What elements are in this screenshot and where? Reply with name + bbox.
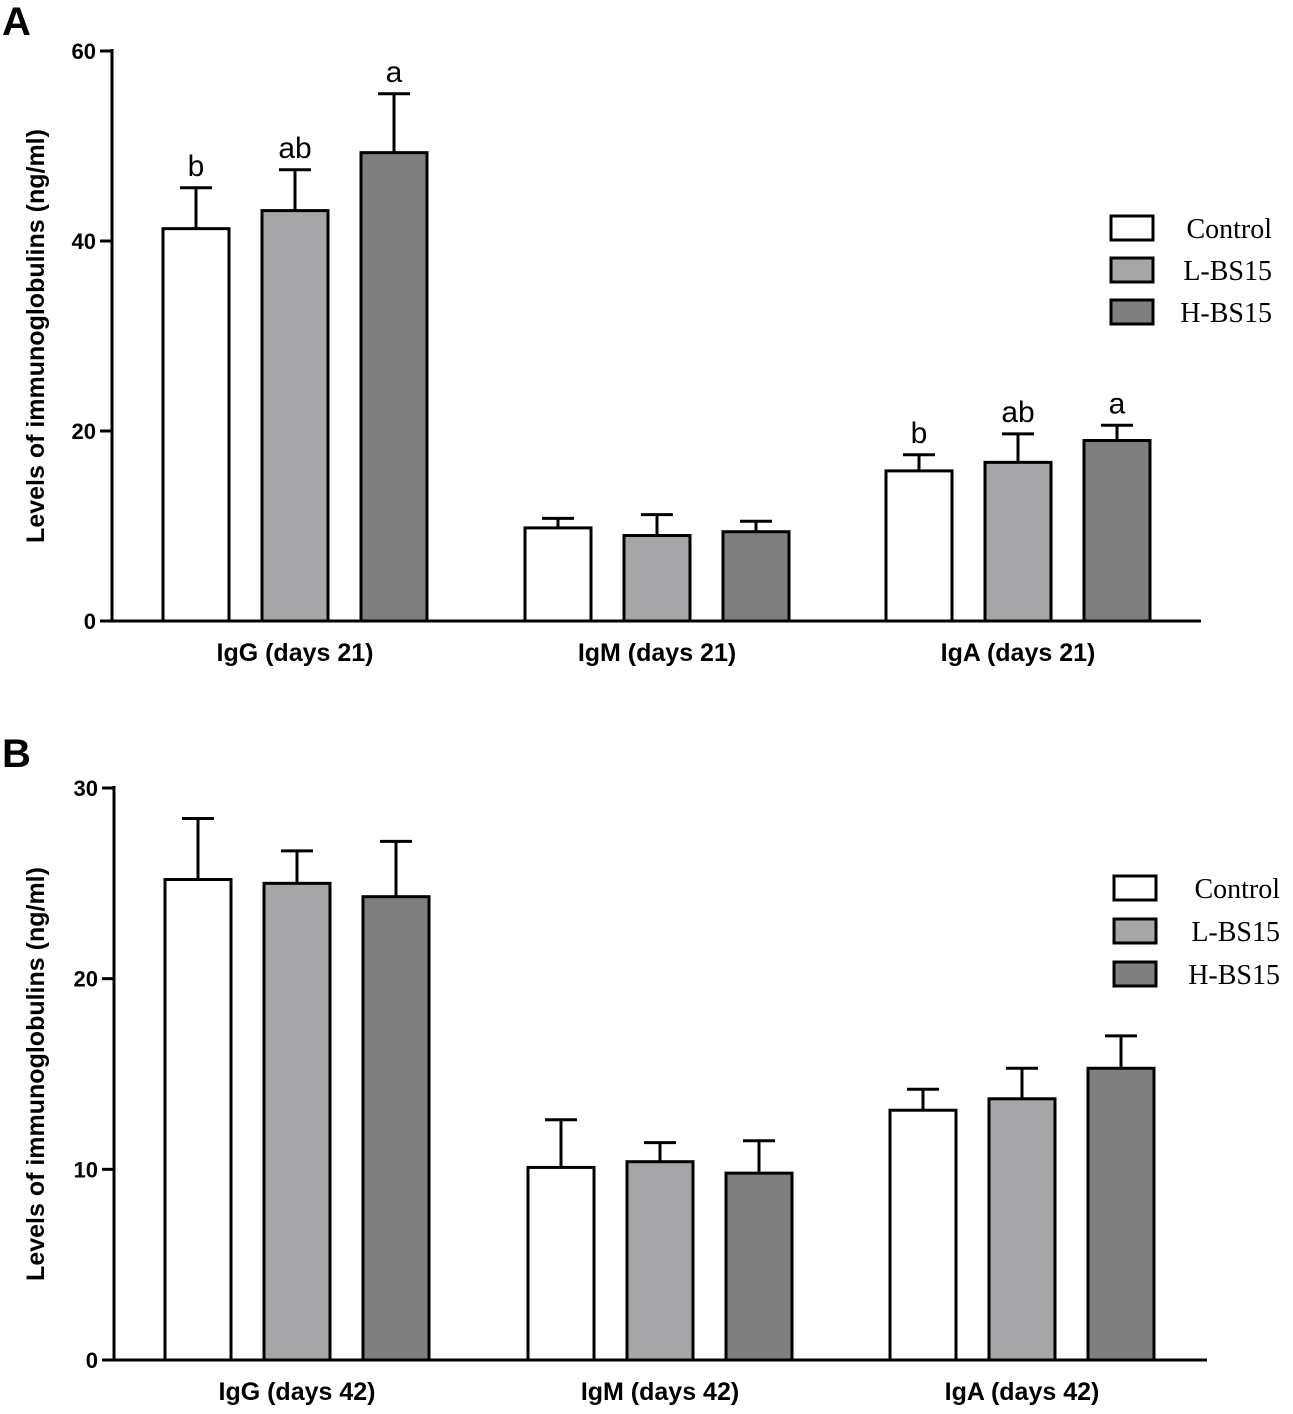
legend-label: L-BS15	[1191, 917, 1280, 948]
legend-label: Control	[1186, 214, 1272, 245]
bar-l-bs15	[987, 1097, 1057, 1362]
bar-control	[888, 1108, 958, 1362]
y-tick-label: 40	[72, 229, 96, 254]
significance-label: b	[911, 417, 928, 450]
y-tick-label: 10	[74, 1157, 98, 1182]
bar-control	[161, 227, 231, 623]
y-axis-label: Levels of immunoglobulins (ng/ml)	[22, 129, 50, 543]
x-category-label: IgA (days 42)	[945, 1378, 1100, 1406]
y-tick-label: 30	[74, 776, 98, 801]
bar-l-bs15	[260, 209, 330, 623]
legend-swatch-l-bs15	[1112, 917, 1158, 945]
y-axis-label: Levels of immunoglobulins (ng/ml)	[22, 867, 50, 1281]
bar-control	[526, 1165, 596, 1362]
y-tick-label: 20	[72, 419, 96, 444]
bar-l-bs15	[262, 881, 332, 1362]
bar-h-bs15	[724, 1171, 794, 1362]
y-tick-label: 0	[84, 609, 96, 634]
bar-control	[884, 469, 954, 623]
bar-h-bs15	[1086, 1066, 1156, 1362]
x-category-label: IgG (days 21)	[217, 639, 374, 667]
bar-h-bs15	[721, 530, 791, 623]
y-tick-label: 20	[74, 967, 98, 992]
legend-label: H-BS15	[1180, 298, 1272, 329]
legend-swatch-h-bs15	[1109, 298, 1155, 326]
bar-h-bs15	[1082, 439, 1152, 623]
bar-l-bs15	[622, 534, 692, 623]
legend-swatch-l-bs15	[1109, 256, 1155, 284]
x-category-label: IgM (days 21)	[578, 639, 736, 667]
legend-swatch-control	[1112, 874, 1158, 902]
bar-l-bs15	[983, 460, 1053, 623]
significance-label: b	[188, 150, 205, 183]
bar-control	[523, 526, 593, 623]
chart-b: Levels of immunoglobulins (ng/ml) 0 10 20 30…	[22, 776, 1280, 1406]
bar-h-bs15	[359, 151, 429, 623]
x-category-label: IgM (days 42)	[581, 1378, 739, 1406]
bar-h-bs15	[361, 895, 431, 1362]
legend-swatch-h-bs15	[1112, 960, 1158, 988]
legend-swatch-control	[1109, 214, 1155, 242]
bar-control	[163, 878, 233, 1362]
legend-label: L-BS15	[1183, 256, 1272, 287]
legend-label: H-BS15	[1188, 960, 1280, 991]
significance-label: a	[386, 56, 403, 89]
panel-a-letter: A	[2, 0, 31, 44]
chart-a: Levels of immunoglobulins (ng/ml) 0 20 40 60…	[22, 39, 1272, 667]
legend-label: Control	[1194, 874, 1280, 905]
y-tick-label: 0	[86, 1348, 98, 1373]
x-category-label: IgG (days 42)	[219, 1378, 376, 1406]
significance-label: a	[1109, 387, 1126, 420]
y-tick-label: 60	[72, 39, 96, 64]
bar-l-bs15	[625, 1160, 695, 1362]
x-category-label: IgA (days 21)	[941, 639, 1096, 667]
significance-label: ab	[278, 132, 311, 165]
significance-label: ab	[1001, 396, 1034, 429]
panel-b-letter: B	[2, 732, 31, 776]
